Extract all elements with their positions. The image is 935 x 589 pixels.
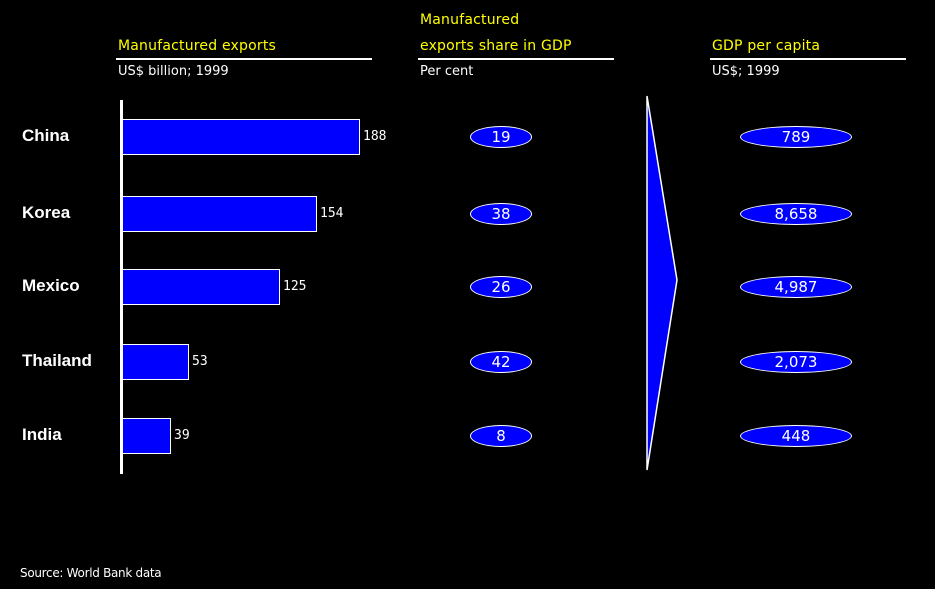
share-ellipse: 8 [470, 425, 532, 447]
country-label: China [22, 126, 70, 145]
export-bar-value: 125 [283, 279, 307, 294]
bar-axis-line [120, 100, 123, 474]
gdp-ellipse: 2,073 [740, 351, 852, 373]
gdp-ellipse: 789 [740, 126, 852, 148]
gdp-header-rule [710, 58, 906, 60]
country-label: Korea [22, 203, 71, 222]
share-ellipse: 26 [470, 276, 532, 298]
export-bar [122, 344, 189, 380]
gdp-header-unit: US$; 1999 [712, 64, 780, 79]
share-header-unit: Per cent [420, 64, 474, 79]
export-bar-value: 188 [363, 129, 387, 144]
country-label: Mexico [22, 276, 80, 295]
export-bar [122, 418, 171, 454]
exports-header-title: Manufactured exports [118, 38, 277, 54]
gdp-ellipse: 8,658 [740, 203, 852, 225]
export-bar-value: 154 [320, 206, 344, 221]
gdp-ellipse: 4,987 [740, 276, 852, 298]
gdp-header-title: GDP per capita [712, 38, 821, 54]
exports-header-rule [116, 58, 372, 60]
country-label: Thailand [22, 351, 92, 370]
right-arrow-shape [646, 95, 678, 471]
share-ellipse: 38 [470, 203, 532, 225]
export-bar [122, 269, 280, 305]
share-header-title-line1: Manufactured [420, 12, 520, 28]
export-bar [122, 196, 317, 232]
export-bar-value: 39 [174, 428, 190, 443]
export-bar-value: 53 [192, 354, 208, 369]
exports-header-unit: US$ billion; 1999 [118, 64, 229, 79]
source-note: Source: World Bank data [20, 566, 162, 580]
gdp-ellipse: 448 [740, 425, 852, 447]
share-ellipse: 42 [470, 351, 532, 373]
country-label: India [22, 425, 62, 444]
share-header-rule [418, 58, 614, 60]
share-ellipse: 19 [470, 126, 532, 148]
share-header-title-line2: exports share in GDP [420, 38, 572, 54]
export-bar [122, 119, 360, 155]
